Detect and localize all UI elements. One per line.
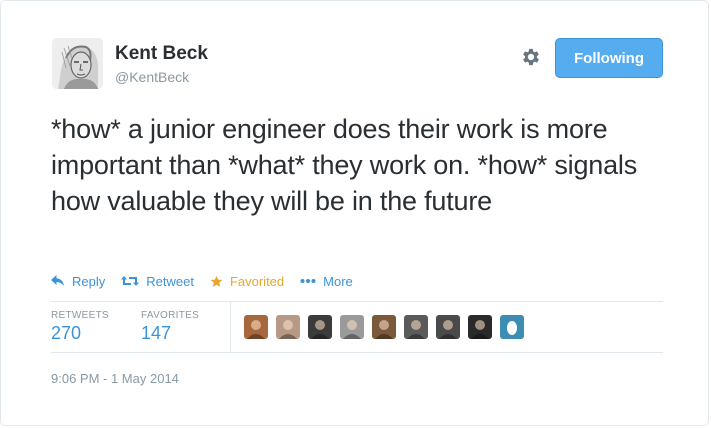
favoriter-avatar[interactable] <box>468 315 492 339</box>
following-button[interactable]: Following <box>555 38 663 78</box>
user-silhouette-icon <box>279 320 297 339</box>
portrait-sketch-icon <box>52 38 103 89</box>
more-label: More <box>323 273 353 289</box>
favorites-stat[interactable]: FAVORITES 147 <box>141 310 199 344</box>
favorites-count: 147 <box>141 323 172 343</box>
reply-label: Reply <box>72 273 106 289</box>
reply-button[interactable]: Reply <box>51 274 105 289</box>
more-button[interactable]: More <box>300 274 353 289</box>
favoriter-avatars <box>244 315 532 339</box>
retweet-label: Retweet <box>146 273 194 289</box>
tweet-actions: Reply Retweet Favorited More <box>51 272 369 290</box>
retweets-stat[interactable]: RETWEETS 270 <box>51 310 109 344</box>
gear-icon[interactable] <box>520 46 542 68</box>
favoriter-avatar[interactable] <box>276 315 300 339</box>
user-silhouette-icon <box>247 320 265 339</box>
favorites-label: FAVORITES <box>141 310 200 321</box>
favoriter-avatar[interactable] <box>340 315 364 339</box>
star-icon <box>210 275 223 287</box>
tweet-text: *how* a junior engineer does their work … <box>51 114 638 216</box>
favoriter-avatar[interactable] <box>372 315 396 339</box>
favoriter-avatar[interactable] <box>404 315 428 339</box>
user-silhouette-icon <box>471 320 489 339</box>
favoriter-avatar[interactable] <box>308 315 332 339</box>
retweets-label: RETWEETS <box>51 310 109 321</box>
retweet-icon <box>121 276 140 286</box>
stats-divider-bottom <box>51 352 663 353</box>
user-silhouette-icon <box>407 320 425 339</box>
tweet-timestamp[interactable]: 9:06 PM - 1 May 2014 <box>51 371 179 386</box>
retweets-count: 270 <box>51 323 82 343</box>
more-dots-icon <box>300 279 316 283</box>
favoriter-avatar[interactable] <box>500 315 524 339</box>
author-avatar[interactable] <box>52 38 103 89</box>
favorite-label: Favorited <box>229 273 285 289</box>
favorite-button[interactable]: Favorited <box>210 274 284 289</box>
favoriter-avatar[interactable] <box>244 315 268 339</box>
user-silhouette-icon <box>343 320 361 339</box>
favoriter-avatar[interactable] <box>436 315 460 339</box>
user-silhouette-icon <box>439 320 457 339</box>
reply-icon <box>51 275 64 286</box>
author-handle[interactable]: @KentBeck <box>115 69 190 85</box>
stats-vertical-divider <box>230 302 231 352</box>
author-name[interactable]: Kent Beck <box>115 43 208 64</box>
stats-divider-top <box>51 301 663 302</box>
user-silhouette-icon <box>311 320 329 339</box>
retweet-button[interactable]: Retweet <box>121 274 194 289</box>
user-silhouette-icon <box>375 320 393 339</box>
egg-avatar-icon <box>507 321 517 335</box>
